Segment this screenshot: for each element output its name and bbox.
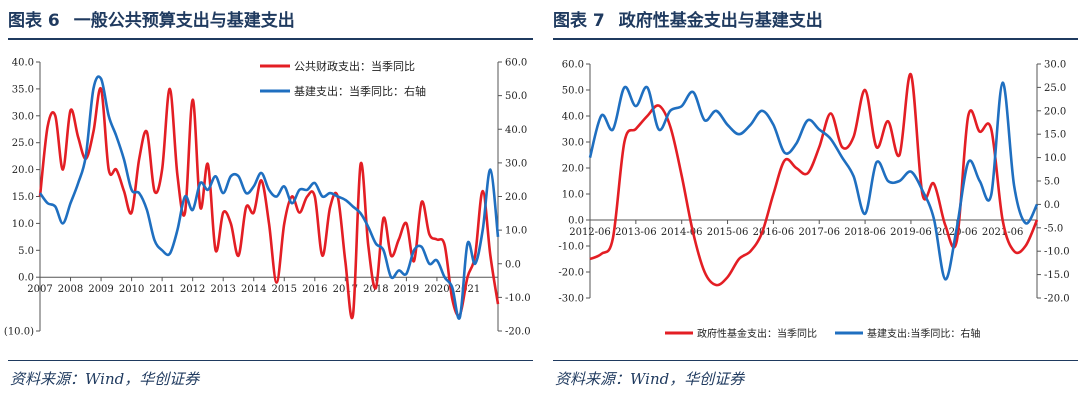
right-y-tick-label: -10.0: [1044, 247, 1070, 258]
left-y-tick-label: -20.0: [558, 268, 584, 279]
left-y-tick-label: 20.0: [562, 164, 584, 175]
right-y-tick-label: -5.0: [1044, 223, 1063, 234]
x-tick-label: 2016-06: [753, 227, 795, 238]
right-y-tick-label: 0.0: [1044, 200, 1060, 211]
x-tick-label: 2014: [241, 284, 266, 295]
right-y-tick-label: 30.0: [1044, 60, 1066, 71]
left-y-tick-label: 40.0: [12, 58, 34, 69]
left-y-tick-label: 60.0: [562, 60, 584, 71]
figure-7-panel: 图表 7 政府性基金支出与基建支出 -30.0 -20.0 -10.0 0.0 10.0 2…: [553, 0, 1078, 403]
x-tick-label: 2012: [180, 284, 205, 295]
figure-7-source: 资料来源：Wind，华创证券: [555, 370, 745, 388]
series-line-2: [38, 75, 500, 320]
x-tick-label: 2020: [424, 284, 449, 295]
legend-label-1: 政府性基金支出：当季同比: [697, 327, 817, 340]
x-tick-label: 2019-06: [890, 227, 932, 238]
left-y-tick-label: 15.0: [12, 192, 34, 203]
figure-7-title-text: 政府性基金支出与基建支出: [618, 11, 823, 31]
x-tick-label: 2017-06: [798, 227, 840, 238]
left-y-tick-label: 25.0: [12, 138, 34, 149]
series-line-2: [588, 81, 1039, 281]
x-tick-label: 2015-06: [707, 227, 749, 238]
left-y-tick-label: 10.0: [562, 190, 584, 201]
x-tick-label: 2021: [455, 284, 480, 295]
x-tick-label: 2017: [333, 284, 358, 295]
figure-7-top-rule: [553, 38, 1078, 40]
figure-6-chart: (10.0) 0.0 5.0 10.0 15.0 20.0 25.0 30.0 35.0 40.0…: [4, 58, 531, 338]
right-y-tick-label: 10.0: [1044, 153, 1066, 164]
x-tick-label: 2013-06: [615, 227, 657, 238]
left-y-tick-label: 10.0: [12, 219, 34, 230]
x-tick-label: 2013: [210, 284, 235, 295]
right-y-tick-label: 5.0: [1044, 177, 1060, 188]
x-tick-label: 2011: [149, 284, 174, 295]
right-y-tick-label: 0.0: [505, 259, 521, 270]
right-y-tick-label: -10.0: [505, 293, 531, 304]
left-y-tick-label: 30.0: [12, 111, 34, 122]
x-tick-label: 2015: [272, 284, 297, 295]
figure-7-chart: -30.0 -20.0 -10.0 0.0 10.0 20.0 30.0 40.0 50.0 60…: [558, 60, 1070, 341]
right-y-tick-label: 25.0: [1044, 83, 1066, 94]
x-tick-label: 2007: [27, 284, 52, 295]
left-y-tick-label: (10.0): [4, 327, 34, 338]
x-tick-label: 2016: [302, 284, 327, 295]
legend-label-2: 基建支出:当季同比：右轴: [867, 327, 980, 340]
right-y-tick-label: 10.0: [505, 226, 527, 237]
figure-6-panel: 图表 6 一般公共预算支出与基建支出 (10.0) 0.0 5.0 10.0 15.0 20…: [4, 0, 533, 403]
x-tick-label: 2019: [394, 284, 419, 295]
figure-6-top-rule: [8, 38, 533, 40]
x-tick-label: 2018-06: [844, 227, 886, 238]
left-y-tick-label: 0.0: [568, 216, 584, 227]
x-tick-label: 2009: [88, 284, 113, 295]
series-line-1: [38, 87, 500, 320]
figure-7-bottom-rule: [553, 360, 1078, 361]
right-y-tick-label: 30.0: [505, 158, 527, 169]
left-y-tick-label: 20.0: [12, 165, 34, 176]
x-tick-label: 2018: [363, 284, 388, 295]
x-tick-label: 2012-06: [569, 227, 611, 238]
left-y-tick-label: 5.0: [18, 246, 34, 257]
figure-6-title: 图表 6 一般公共预算支出与基建支出: [8, 8, 295, 34]
right-y-tick-label: -15.0: [1044, 270, 1070, 281]
left-y-tick-label: 40.0: [562, 112, 584, 123]
legend-label-1: 公共财政支出：当季同比: [294, 59, 415, 73]
x-tick-label: 2008: [58, 284, 83, 295]
left-y-tick-label: 30.0: [562, 138, 584, 149]
x-tick-label: 2010: [119, 284, 144, 295]
right-y-tick-label: 50.0: [505, 91, 527, 102]
series-line-1: [589, 73, 1039, 287]
left-y-tick-label: 0.0: [18, 273, 34, 284]
left-y-tick-label: -10.0: [558, 242, 584, 253]
legend-label-2: 基建支出：当季同比：右轴: [294, 84, 426, 98]
right-y-tick-label: 60.0: [505, 58, 527, 69]
right-y-tick-label: 20.0: [505, 192, 527, 203]
figure-6-bottom-rule: [8, 360, 533, 361]
x-tick-label: 2021-06: [982, 227, 1024, 238]
left-y-tick-label: 35.0: [12, 84, 34, 95]
right-y-tick-label: 40.0: [505, 125, 527, 136]
figure-6-source: 资料来源：Wind，华创证券: [10, 370, 200, 388]
figure-6-label: 图表 6: [8, 11, 60, 31]
x-tick-label: 2014-06: [661, 227, 703, 238]
figure-6-title-text: 一般公共预算支出与基建支出: [73, 11, 295, 31]
right-y-tick-label: 15.0: [1044, 130, 1066, 141]
right-y-tick-label: -20.0: [505, 327, 531, 338]
left-y-tick-label: 50.0: [562, 86, 584, 97]
left-y-tick-label: -30.0: [558, 294, 584, 305]
figure-7-label: 图表 7: [553, 11, 605, 31]
figure-7-title: 图表 7 政府性基金支出与基建支出: [553, 8, 823, 34]
right-y-tick-label: 20.0: [1044, 106, 1066, 117]
right-y-tick-label: -20.0: [1044, 294, 1070, 305]
